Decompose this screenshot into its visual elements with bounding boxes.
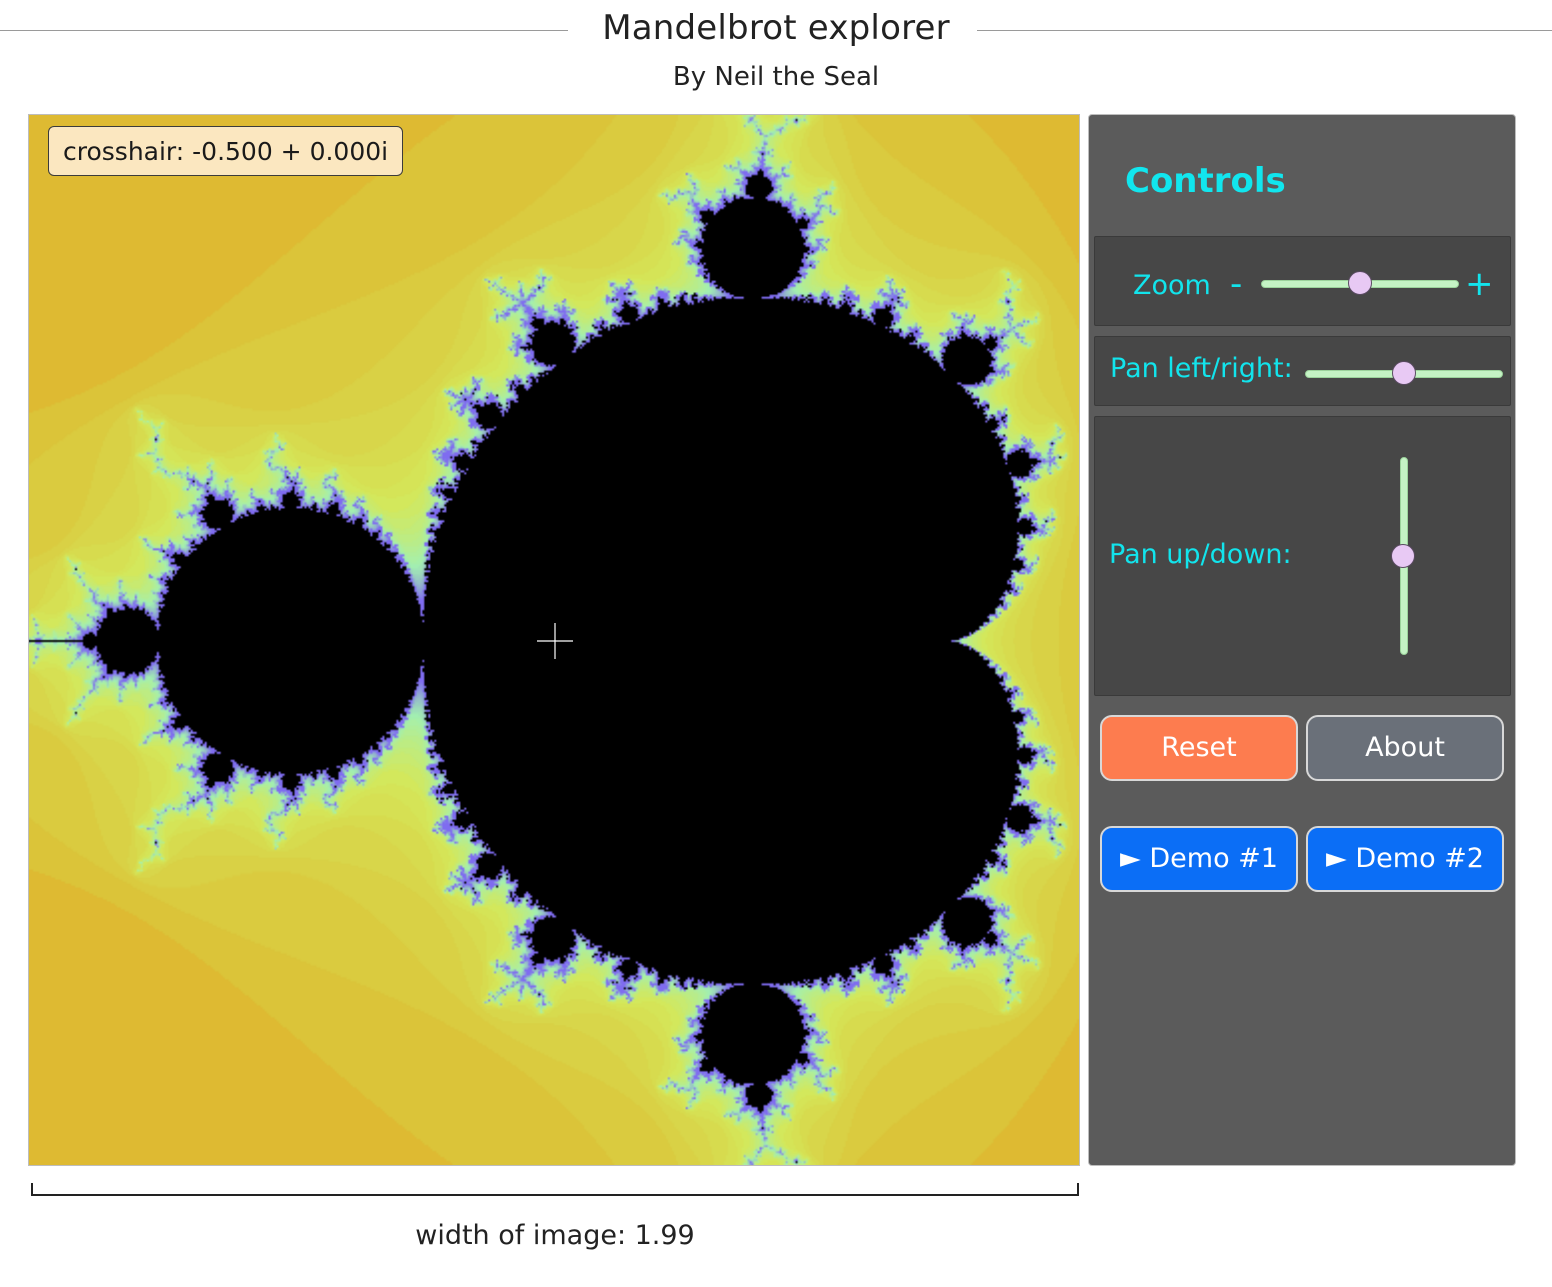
pan-up-down-slider[interactable] xyxy=(1391,457,1415,655)
pan-left-right-slider[interactable] xyxy=(1305,361,1503,385)
title-divider-left xyxy=(0,30,568,31)
demo-2-button[interactable]: ► Demo #2 xyxy=(1306,826,1504,892)
image-width-scale-bar xyxy=(31,1183,1079,1196)
pan-vertical-control: Pan up/down: xyxy=(1094,416,1511,696)
pan-up-down-label: Pan up/down: xyxy=(1109,539,1292,570)
reset-button[interactable]: Reset xyxy=(1100,715,1298,781)
controls-heading: Controls xyxy=(1125,161,1286,201)
fractal-canvas[interactable] xyxy=(29,115,1079,1165)
pan-up-down-thumb[interactable] xyxy=(1391,544,1415,568)
pan-left-right-thumb[interactable] xyxy=(1392,361,1416,385)
zoom-plus-label: + xyxy=(1465,264,1494,304)
zoom-control: Zoom - + xyxy=(1094,236,1511,326)
pan-left-right-label: Pan left/right: xyxy=(1110,353,1293,384)
pan-horizontal-control: Pan left/right: xyxy=(1094,336,1511,406)
page-subtitle: By Neil the Seal xyxy=(672,62,880,92)
zoom-slider[interactable] xyxy=(1261,271,1459,295)
title-divider-right xyxy=(977,30,1552,31)
zoom-minus-label: - xyxy=(1230,264,1243,304)
about-button[interactable]: About xyxy=(1306,715,1504,781)
demo-1-button[interactable]: ► Demo #1 xyxy=(1100,826,1298,892)
zoom-label: Zoom xyxy=(1133,270,1211,301)
crosshair-icon xyxy=(537,623,573,659)
zoom-slider-thumb[interactable] xyxy=(1348,271,1372,295)
header: Mandelbrot explorer xyxy=(0,0,1552,60)
crosshair-readout: crosshair: -0.500 + 0.000i xyxy=(48,126,404,176)
image-width-label: width of image: 1.99 xyxy=(415,1220,695,1251)
mandelbrot-viewer[interactable]: crosshair: -0.500 + 0.000i xyxy=(28,114,1080,1166)
page-title: Mandelbrot explorer xyxy=(602,8,950,48)
controls-panel: Controls Zoom - + Pan left/right: Pan up… xyxy=(1088,114,1516,1166)
